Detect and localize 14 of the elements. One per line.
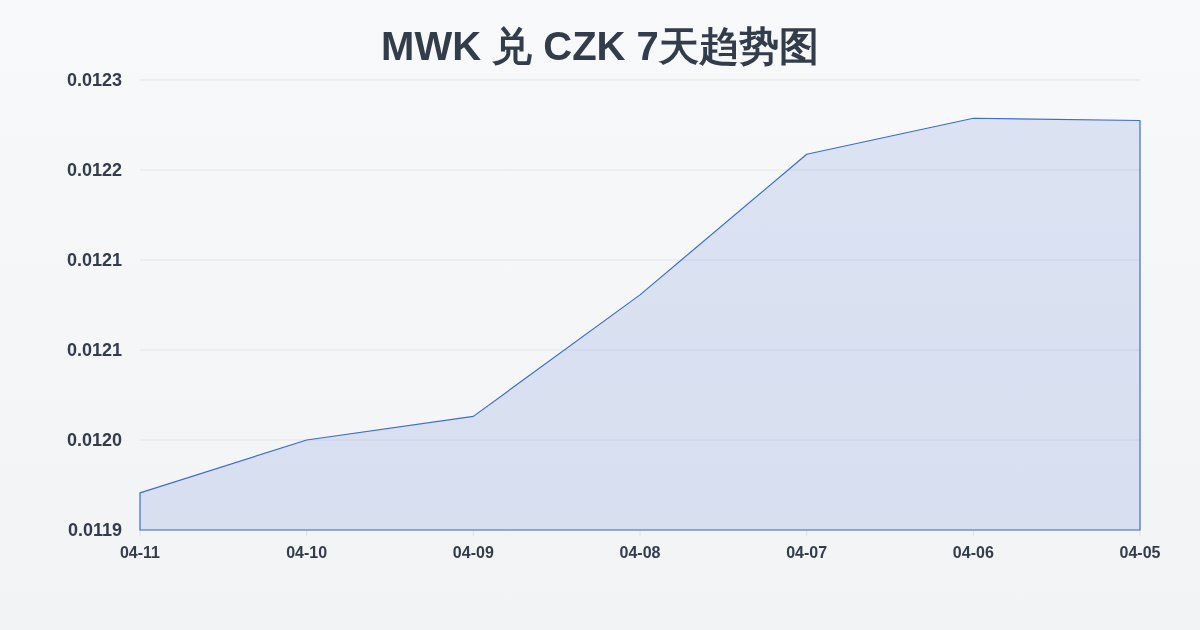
y-tick-label: 0.0120 [66, 430, 122, 450]
y-tick-label: 0.0122 [66, 160, 122, 180]
y-tick-label: 0.0123 [66, 70, 122, 90]
y-tick-label: 0.0121 [66, 340, 122, 360]
y-tick-label: 0.0119 [67, 520, 122, 540]
x-tick-label: 04-11 [119, 543, 161, 561]
x-tick-label: 04-05 [1119, 543, 1161, 561]
x-tick-label: 04-06 [952, 543, 994, 561]
y-tick-label: 0.0121 [66, 250, 122, 270]
chart-title: MWK 兑 CZK 7天趋势图 [381, 24, 819, 68]
x-tick-label: 04-09 [452, 543, 494, 561]
x-tick-label: 04-07 [786, 543, 828, 561]
x-tick-label: 04-08 [619, 543, 661, 561]
x-tick-label: 04-10 [286, 543, 328, 561]
